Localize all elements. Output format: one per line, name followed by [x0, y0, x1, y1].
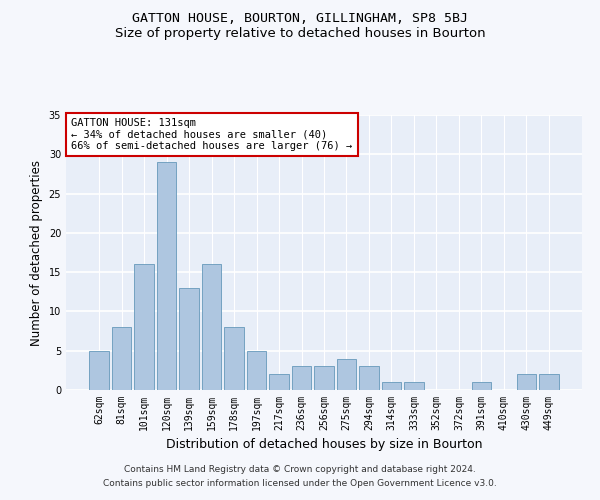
- Text: Size of property relative to detached houses in Bourton: Size of property relative to detached ho…: [115, 28, 485, 40]
- Bar: [472, 382, 491, 390]
- Bar: [269, 374, 289, 390]
- Bar: [314, 366, 334, 390]
- Bar: [359, 366, 379, 390]
- Bar: [179, 288, 199, 390]
- Bar: [539, 374, 559, 390]
- Bar: [292, 366, 311, 390]
- Text: Contains HM Land Registry data © Crown copyright and database right 2024.
Contai: Contains HM Land Registry data © Crown c…: [103, 466, 497, 487]
- Bar: [112, 327, 131, 390]
- Text: GATTON HOUSE, BOURTON, GILLINGHAM, SP8 5BJ: GATTON HOUSE, BOURTON, GILLINGHAM, SP8 5…: [132, 12, 468, 26]
- Y-axis label: Number of detached properties: Number of detached properties: [30, 160, 43, 346]
- X-axis label: Distribution of detached houses by size in Bourton: Distribution of detached houses by size …: [166, 438, 482, 452]
- Bar: [247, 350, 266, 390]
- Bar: [517, 374, 536, 390]
- Bar: [382, 382, 401, 390]
- Bar: [224, 327, 244, 390]
- Bar: [89, 350, 109, 390]
- Bar: [337, 358, 356, 390]
- Bar: [404, 382, 424, 390]
- Text: GATTON HOUSE: 131sqm
← 34% of detached houses are smaller (40)
66% of semi-detac: GATTON HOUSE: 131sqm ← 34% of detached h…: [71, 118, 352, 151]
- Bar: [134, 264, 154, 390]
- Bar: [202, 264, 221, 390]
- Bar: [157, 162, 176, 390]
